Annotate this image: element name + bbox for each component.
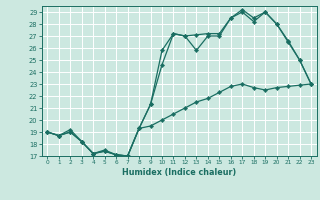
- X-axis label: Humidex (Indice chaleur): Humidex (Indice chaleur): [122, 168, 236, 177]
